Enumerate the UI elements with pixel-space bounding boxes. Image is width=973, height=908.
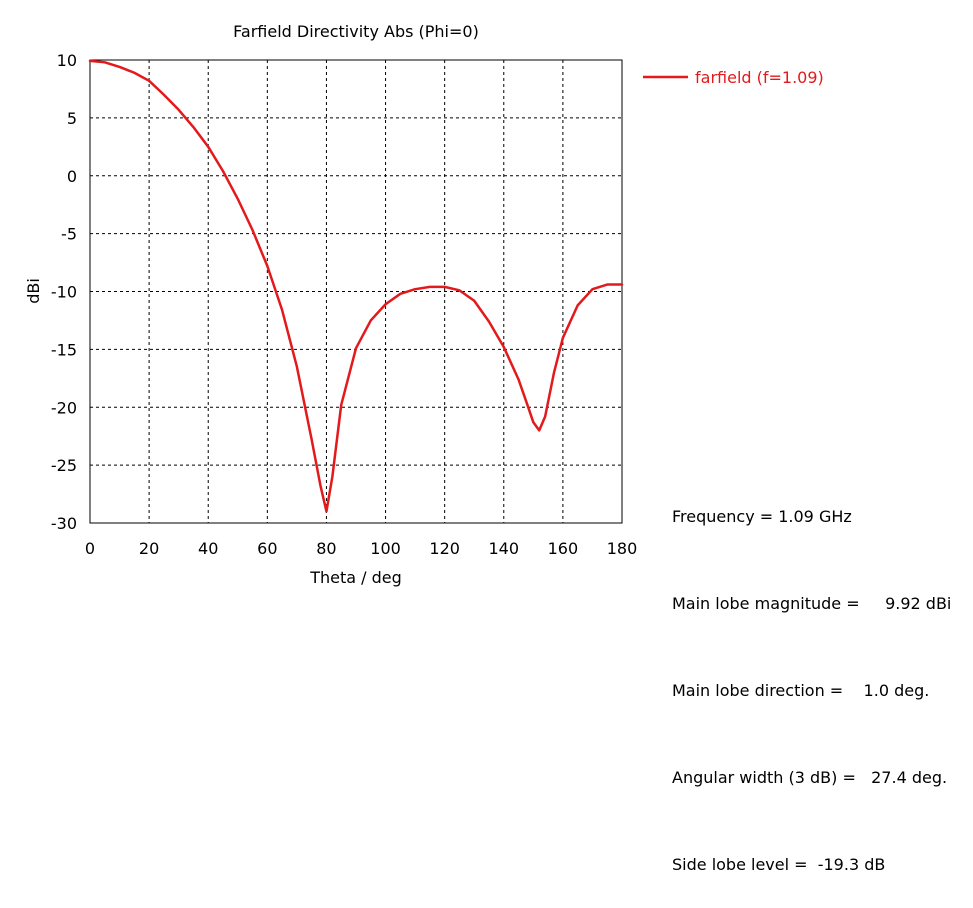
x-tick-label: 120: [429, 539, 460, 558]
results-panel: Frequency = 1.09 GHz Main lobe magnitude…: [672, 444, 951, 908]
series-group: [88, 59, 624, 513]
x-tick-label: 40: [198, 539, 218, 558]
x-tick-label: 0: [85, 539, 95, 558]
angular-width-readout: Angular width (3 dB) = 27.4 deg.: [672, 768, 948, 787]
x-axis-label: Theta / deg: [309, 568, 402, 587]
x-tick-label: 20: [139, 539, 159, 558]
legend-label: farfield (f=1.09): [695, 68, 824, 87]
x-tick-label: 160: [548, 539, 579, 558]
y-tick-label: -20: [51, 398, 77, 417]
side-lobe-level-readout: Side lobe level = -19.3 dB: [672, 855, 886, 874]
series-line-farfield: [88, 59, 624, 513]
y-tick-label: -10: [51, 283, 77, 302]
plot-frame: [89, 59, 623, 524]
y-axis-label: dBi: [24, 278, 43, 304]
main-lobe-direction-readout: Main lobe direction = 1.0 deg.: [672, 681, 930, 700]
y-tick-label: -15: [51, 340, 77, 359]
y-tick-label: 10: [57, 51, 77, 70]
y-tick-label: 5: [67, 109, 77, 128]
x-tick-label: 80: [316, 539, 336, 558]
chart-title: Farfield Directivity Abs (Phi=0): [233, 22, 479, 41]
frequency-readout: Frequency = 1.09 GHz: [672, 507, 852, 526]
main-lobe-magnitude-readout: Main lobe magnitude = 9.92 dBi: [672, 594, 952, 613]
y-tick-label: 0: [67, 167, 77, 186]
x-tick-label: 100: [370, 539, 401, 558]
x-tick-label: 180: [607, 539, 638, 558]
x-tick-label: 140: [489, 539, 520, 558]
y-tick-label: -5: [61, 225, 77, 244]
chart: Farfield Directivity Abs (Phi=0) 0 20 40 60…: [24, 22, 824, 587]
y-tick-label: -25: [51, 456, 77, 475]
x-tick-label: 60: [257, 539, 277, 558]
y-tick-labels: 10 5 0 -5 -10 -15 -20 -25 -30: [51, 51, 77, 533]
grid: [90, 60, 622, 523]
y-tick-label: -30: [51, 514, 77, 533]
x-tick-labels: 0 20 40 60 80 100 120 140 160 180: [85, 539, 637, 558]
